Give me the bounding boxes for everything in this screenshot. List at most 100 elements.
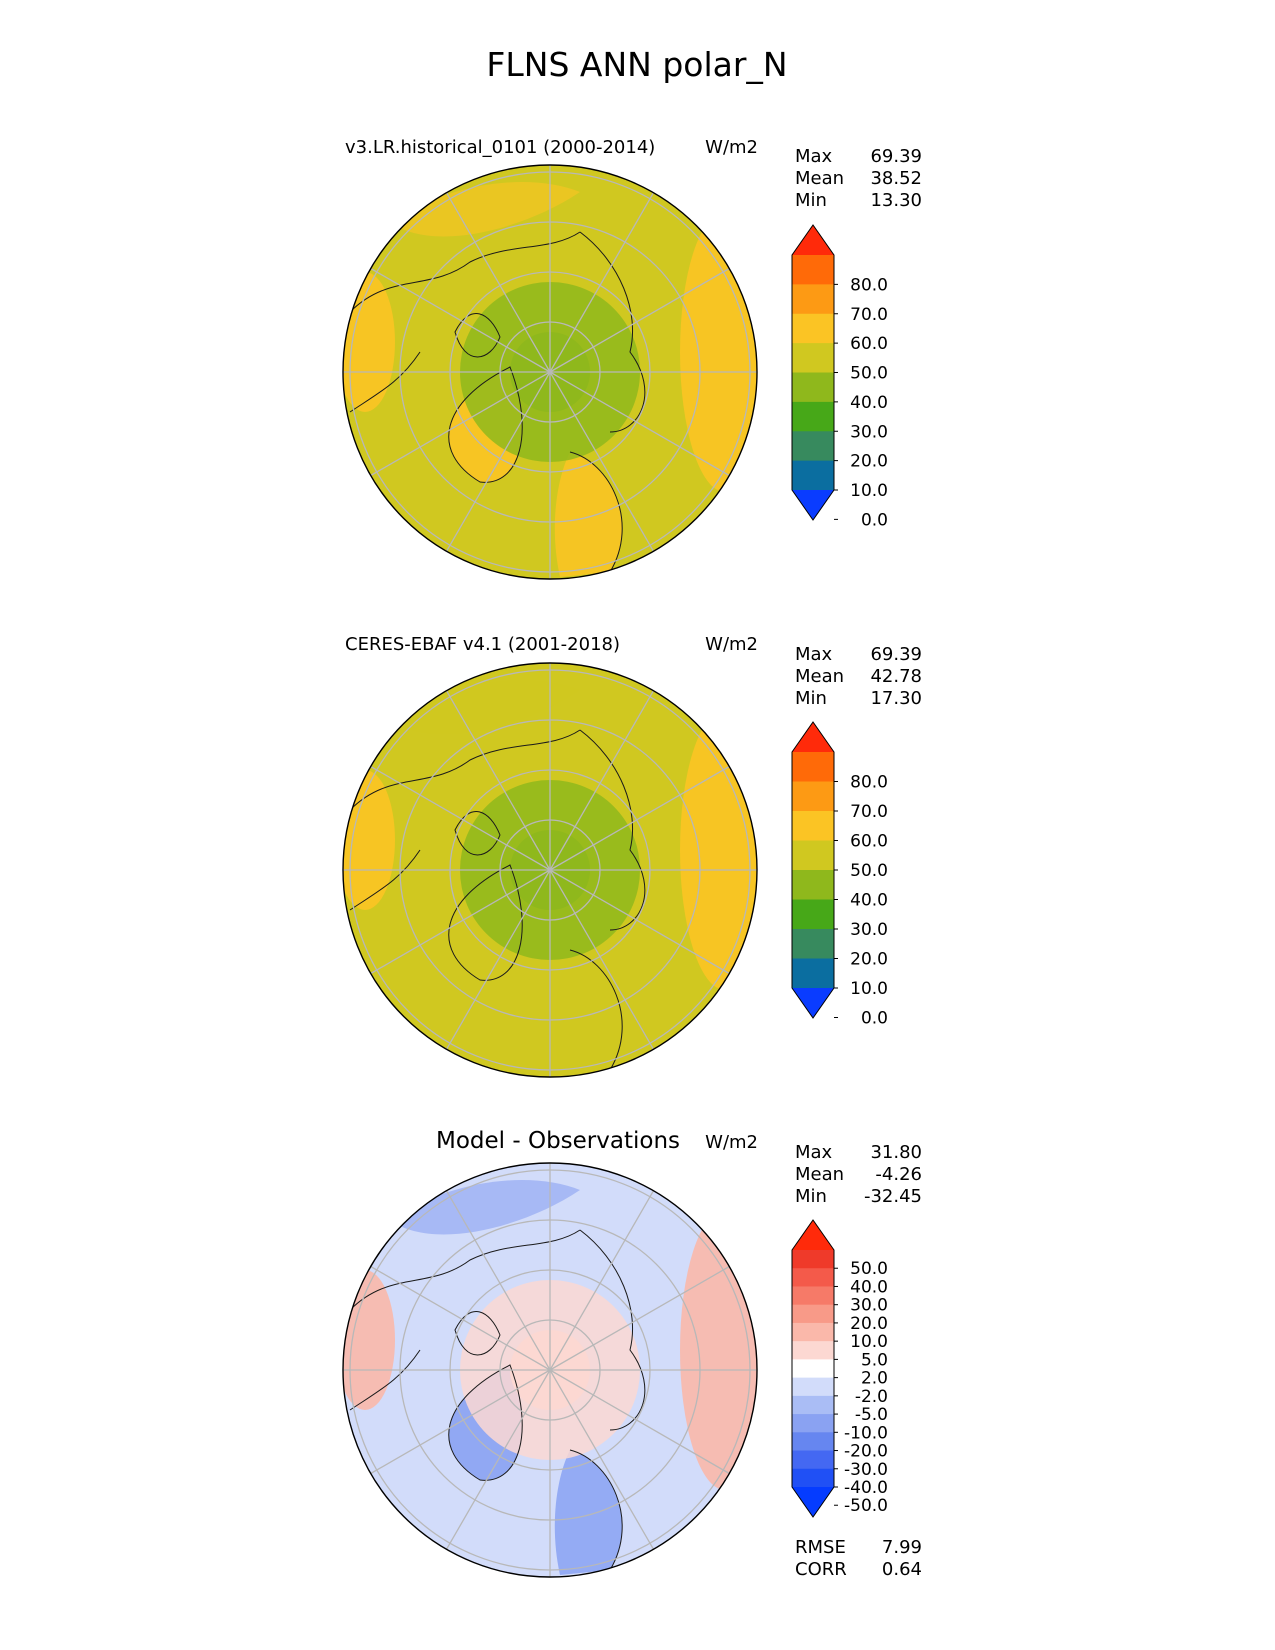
coastline <box>349 849 421 911</box>
panel-title: v3.LR.historical_0101 (2000-2014) <box>345 137 655 158</box>
coastline <box>349 231 581 313</box>
polar-map <box>343 1163 757 1577</box>
meridian-line <box>445 1369 551 1550</box>
colorbar-tick-label: 20.0 <box>850 452 888 472</box>
panel-title: CERES-EBAF v4.1 (2001-2018) <box>345 634 620 655</box>
polar-map <box>343 165 757 579</box>
colorbar-segment <box>792 929 834 959</box>
colorbar-extend-max <box>792 225 834 255</box>
units-label: W/m2 <box>705 1132 758 1153</box>
stat-label: Max <box>795 644 833 665</box>
colorbar-extend-min <box>792 490 834 520</box>
colorbar-tick-label: 0.0 <box>861 510 888 530</box>
stat-label: Mean <box>795 666 844 687</box>
map-panel-1: v3.LR.historical_0101 (2000-2014) W/m2 Max… <box>342 137 922 580</box>
stat-value: 17.30 <box>870 688 922 709</box>
colorbar-tick-label: 70.0 <box>850 802 888 822</box>
meridian-line <box>370 267 551 373</box>
panel-title: Model - Observations <box>436 1128 680 1154</box>
colorbar: 80.0 70.0 60.0 50.0 40.0 30.0 20.0 10.0 0.0 <box>791 224 888 530</box>
colorbar-tick-label: 50.0 <box>850 364 888 384</box>
stat-value: 7.99 <box>882 1537 922 1558</box>
colorbar-tick-label: -50.0 <box>844 1496 888 1516</box>
colorbar-extend-min <box>792 988 834 1018</box>
colorbar-extend-max <box>792 722 834 752</box>
meridian-line <box>370 371 551 477</box>
stat-label: RMSE <box>795 1537 846 1558</box>
colorbar-segment <box>792 1377 834 1397</box>
colorbar-tick-label: -5.0 <box>855 1405 888 1425</box>
colorbar-segment <box>792 781 834 812</box>
meridian-line <box>445 690 551 871</box>
colorbar-segment <box>792 870 834 900</box>
colorbar: 50.040.030.020.010.05.02.0-2.0-5.0-10.0-… <box>791 1219 888 1518</box>
stat-value: 42.78 <box>870 666 922 687</box>
colorbar-segment <box>792 1395 834 1415</box>
colorbar-segment <box>792 313 834 344</box>
colorbar-tick-label: 10.0 <box>850 979 888 999</box>
colorbar-tick-label: 2.0 <box>861 1369 888 1389</box>
meridian-line <box>549 192 655 373</box>
colorbar-tick-label: -40.0 <box>844 1478 888 1498</box>
stat-label: Mean <box>795 168 844 189</box>
colorbar-tick-label: 10.0 <box>850 481 888 501</box>
units-label: W/m2 <box>705 634 758 655</box>
meridian-line <box>549 690 655 871</box>
colorbar-segment <box>792 255 834 285</box>
meridian-line <box>370 765 551 871</box>
figure-title: FLNS ANN polar_N <box>486 45 787 84</box>
coastline <box>448 864 523 981</box>
stat-value: 0.64 <box>882 1559 922 1580</box>
map-field-land <box>554 1450 623 1575</box>
colorbar-segment <box>792 1450 834 1470</box>
colorbar-tick-label: 80.0 <box>850 275 888 295</box>
colorbar-segment <box>792 343 834 373</box>
meridian-line <box>370 869 551 975</box>
colorbar-segment <box>792 1286 834 1306</box>
colorbar-segment <box>792 840 834 871</box>
coastline <box>569 949 623 1071</box>
colorbar-tick-label: -20.0 <box>844 1442 888 1462</box>
colorbar-segment <box>792 1304 834 1324</box>
coastline <box>349 351 421 413</box>
stat-value: 69.39 <box>870 146 922 167</box>
colorbar-segment <box>792 284 834 315</box>
meridian-line <box>445 192 551 373</box>
colorbar-tick-label: 30.0 <box>850 1296 888 1316</box>
coastline <box>569 451 623 573</box>
map-boundary <box>342 662 758 1078</box>
colorbar-segment <box>792 1250 834 1269</box>
coastline <box>569 1449 623 1571</box>
meridian-line <box>549 371 655 552</box>
stat-label: Min <box>795 688 827 709</box>
meridian-line <box>549 371 730 477</box>
colorbar-segment <box>792 899 834 930</box>
stat-value: 13.30 <box>870 190 922 211</box>
meridian-line <box>445 371 551 552</box>
map-panel-3: Model - Observations W/m2 Max 31.80 Mean -4.2… <box>342 1128 922 1580</box>
colorbar-segment <box>792 431 834 462</box>
map-boundary <box>342 164 758 580</box>
map-field-land <box>554 452 623 577</box>
colorbar-tick-label: 50.0 <box>850 1259 888 1279</box>
colorbar-tick-label: 70.0 <box>850 305 888 325</box>
coastline <box>454 1311 501 1356</box>
colorbar-segment <box>792 811 834 841</box>
colorbar-segment <box>792 752 834 782</box>
meridian-line <box>549 765 730 871</box>
meridian-line <box>549 1190 655 1371</box>
stat-value: -32.45 <box>864 1186 922 1207</box>
colorbar-tick-label: 0.0 <box>861 1009 888 1029</box>
meridian-line <box>445 869 551 1050</box>
coastline <box>349 1229 581 1311</box>
coastline <box>448 1364 523 1481</box>
meridian-line <box>549 1369 730 1475</box>
stat-label: Mean <box>795 1164 844 1185</box>
units-label: W/m2 <box>705 137 758 158</box>
stat-label: Max <box>795 1142 833 1163</box>
coastline <box>448 366 523 483</box>
stat-label: Min <box>795 1186 827 1207</box>
coastline <box>349 729 581 811</box>
colorbar-tick-label: 20.0 <box>850 950 888 970</box>
